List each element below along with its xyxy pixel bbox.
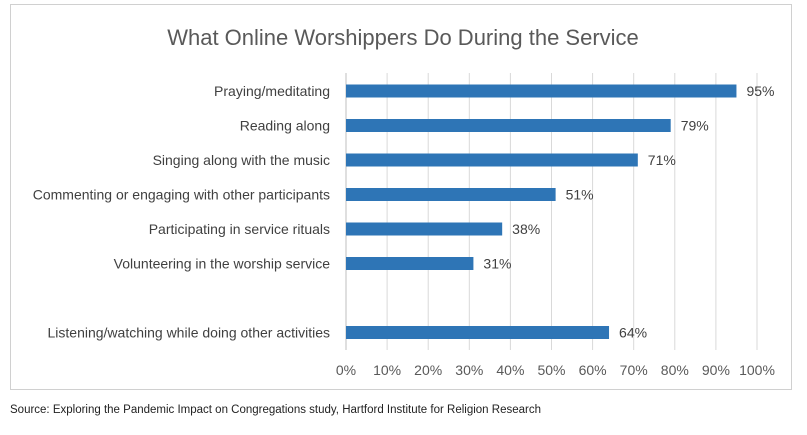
x-tick-label: 0% <box>336 362 356 378</box>
x-tick-label: 100% <box>739 362 775 378</box>
bar-chart: What Online Worshippers Do During the Se… <box>33 25 775 378</box>
category-label: Reading along <box>240 118 330 134</box>
bar <box>346 257 474 270</box>
gridlines <box>345 73 758 350</box>
bars <box>346 84 737 339</box>
bar <box>346 119 671 132</box>
bar <box>346 326 610 339</box>
bar <box>346 188 556 201</box>
category-label: Commenting or engaging with other partic… <box>33 187 330 203</box>
data-label: 71% <box>648 152 676 168</box>
data-label: 51% <box>566 187 594 203</box>
data-label: 79% <box>681 118 709 134</box>
chart-title: What Online Worshippers Do During the Se… <box>167 25 639 50</box>
bar <box>346 222 503 236</box>
category-labels: Praying/meditating Reading along Singing a… <box>33 83 330 341</box>
category-label: Listening/watching while doing other act… <box>48 325 331 341</box>
x-tick-label: 10% <box>373 362 401 378</box>
category-label: Participating in service rituals <box>149 221 330 237</box>
category-label: Singing along with the music <box>153 152 330 168</box>
x-tick-label: 30% <box>455 362 483 378</box>
x-tick-label: 40% <box>496 362 524 378</box>
data-labels: 95% 79% 71% 51% 38% 31% 64% <box>483 83 774 341</box>
data-label: 95% <box>746 83 774 99</box>
x-tick-label: 60% <box>579 362 607 378</box>
bar <box>346 84 737 98</box>
category-label: Volunteering in the worship service <box>114 256 331 272</box>
x-axis-ticks: 0% 10% 20% 30% 40% 50% 60% 70% 80% 90% 100% <box>336 362 775 378</box>
x-tick-label: 20% <box>414 362 442 378</box>
x-tick-label: 90% <box>702 362 730 378</box>
data-label: 38% <box>512 221 540 237</box>
bar <box>346 153 638 167</box>
category-label: Praying/meditating <box>214 83 330 99</box>
x-tick-label: 80% <box>661 362 689 378</box>
data-label: 64% <box>619 325 647 341</box>
x-tick-label: 50% <box>537 362 565 378</box>
source-note: Source: Exploring the Pandemic Impact on… <box>10 404 541 416</box>
data-label: 31% <box>483 256 511 272</box>
x-tick-label: 70% <box>620 362 648 378</box>
